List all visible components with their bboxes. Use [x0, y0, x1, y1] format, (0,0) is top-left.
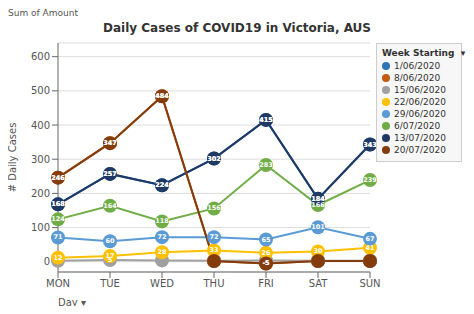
svg-text:SAT: SAT — [309, 278, 329, 289]
svg-text:343: 343 — [363, 141, 377, 149]
svg-text:41: 41 — [365, 244, 375, 252]
svg-text:347: 347 — [103, 139, 117, 147]
html-text:1/06/2020: 1/06/2020 — [394, 61, 441, 71]
svg-text:500: 500 — [31, 85, 50, 96]
svg-text:# Daily Cases: # Daily Cases — [8, 123, 18, 193]
html-text:13/07/2020: 13/07/2020 — [394, 133, 446, 143]
svg-text:164: 164 — [103, 202, 117, 210]
svg-text:124: 124 — [51, 215, 65, 223]
svg-text:Day ▾: Day ▾ — [58, 297, 86, 306]
svg-text:415: 415 — [259, 116, 273, 124]
html-text:Sum of Amount: Sum of Amount — [8, 8, 78, 18]
svg-text:72: 72 — [157, 233, 166, 241]
svg-text:30: 30 — [313, 247, 323, 255]
svg-text:71: 71 — [53, 233, 63, 241]
svg-text:-5: -5 — [262, 259, 270, 267]
svg-text:156: 156 — [207, 204, 221, 212]
svg-text:33: 33 — [209, 246, 218, 254]
svg-text:THU: THU — [203, 278, 225, 289]
svg-text:224: 224 — [155, 181, 169, 189]
html-text:15/06/2020: 15/06/2020 — [394, 85, 446, 95]
svg-text:224: 224 — [155, 181, 169, 189]
svg-text:283: 283 — [259, 161, 273, 169]
svg-text:WED: WED — [150, 278, 174, 289]
html-text:6/07/2020: 6/07/2020 — [394, 121, 441, 131]
svg-text:302: 302 — [207, 155, 221, 163]
svg-text:400: 400 — [31, 120, 50, 131]
svg-text:67: 67 — [365, 235, 374, 243]
svg-text:415: 415 — [259, 116, 273, 124]
svg-text:101: 101 — [311, 223, 325, 231]
svg-text:184: 184 — [311, 195, 325, 203]
svg-text:257: 257 — [103, 170, 117, 178]
svg-text:168: 168 — [51, 200, 65, 208]
svg-text:100: 100 — [31, 222, 50, 233]
svg-text:302: 302 — [207, 155, 221, 163]
html-text:22/06/2020: 22/06/2020 — [394, 97, 446, 107]
svg-text:343: 343 — [363, 141, 377, 149]
svg-text:0: 0 — [44, 256, 50, 267]
svg-text:300: 300 — [31, 154, 50, 165]
html-text:Week Starting ▾: Week Starting ▾ — [382, 48, 466, 58]
html-text:20/07/2020: 20/07/2020 — [394, 145, 446, 155]
svg-text:MON: MON — [46, 278, 70, 289]
svg-text:347: 347 — [103, 139, 117, 147]
svg-text:184: 184 — [311, 195, 325, 203]
html-text:8/06/2020: 8/06/2020 — [394, 73, 441, 83]
svg-text:600: 600 — [31, 51, 50, 62]
svg-text:484: 484 — [155, 92, 169, 100]
svg-text:65: 65 — [261, 236, 271, 244]
html-text:29/06/2020: 29/06/2020 — [394, 109, 446, 119]
svg-text:257: 257 — [103, 170, 117, 178]
svg-text:-5: -5 — [262, 259, 270, 267]
svg-text:TUE: TUE — [99, 278, 120, 289]
svg-text:17: 17 — [105, 252, 114, 260]
svg-text:166: 166 — [311, 201, 325, 209]
svg-text:118: 118 — [155, 217, 169, 225]
svg-text:246: 246 — [51, 174, 65, 182]
svg-text:5: 5 — [107, 256, 113, 264]
svg-text:484: 484 — [155, 92, 169, 100]
html-text:Daily Cases of COVID19 in Vict: Daily Cases of COVID19 in Victoria, AUS — [103, 21, 371, 35]
svg-text:246: 246 — [51, 174, 65, 182]
svg-text:168: 168 — [51, 200, 65, 208]
svg-text:72: 72 — [209, 233, 218, 241]
svg-text:200: 200 — [31, 188, 50, 199]
svg-text:60: 60 — [105, 237, 115, 245]
svg-text:26: 26 — [261, 249, 271, 257]
svg-text:FRI: FRI — [258, 278, 274, 289]
svg-text:28: 28 — [157, 248, 167, 256]
svg-text:12: 12 — [53, 254, 62, 262]
svg-text:SUN: SUN — [359, 278, 380, 289]
svg-text:239: 239 — [363, 176, 377, 184]
